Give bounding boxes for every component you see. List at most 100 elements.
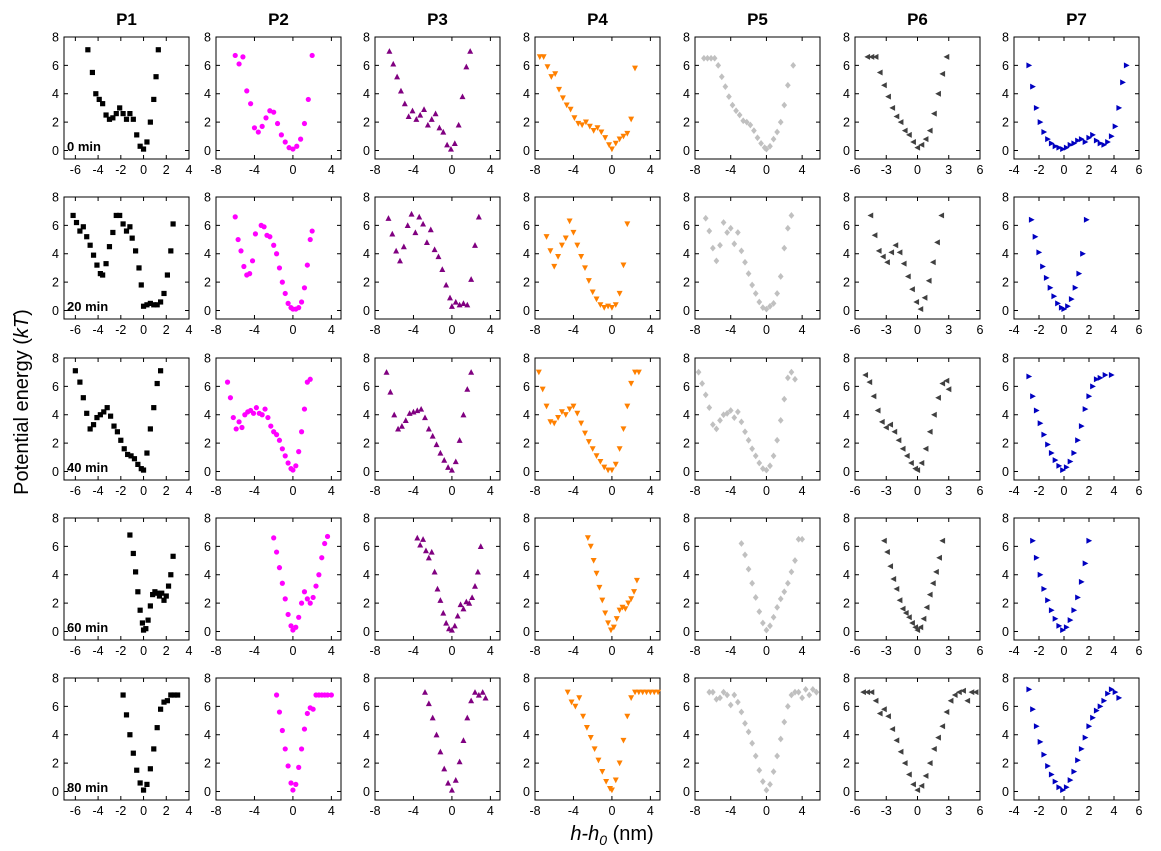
data-point xyxy=(742,551,748,559)
x-tick-label: -8 xyxy=(369,804,380,818)
data-point xyxy=(90,252,97,258)
x-tick-label: -6 xyxy=(849,163,860,177)
data-point xyxy=(567,106,574,113)
data-point xyxy=(144,450,150,456)
x-tick-label: -2 xyxy=(115,644,126,658)
data-point xyxy=(1030,706,1036,713)
data-point xyxy=(425,700,432,707)
data-point xyxy=(1076,270,1083,277)
x-tick-label: 0 xyxy=(763,644,770,658)
y-tick-label: 6 xyxy=(523,700,530,714)
data-point xyxy=(624,221,631,228)
x-tick-label: 2 xyxy=(163,644,170,658)
plot-frame xyxy=(215,677,342,801)
data-point xyxy=(279,727,285,734)
data-point xyxy=(624,713,631,720)
data-point xyxy=(467,48,474,54)
y-tick-label: 4 xyxy=(523,728,530,742)
y-tick-label: 0 xyxy=(363,465,370,479)
data-point xyxy=(90,422,97,428)
data-point xyxy=(763,145,770,153)
x-tick-label: -4 xyxy=(408,484,419,498)
data-point xyxy=(472,242,478,248)
x-tick-label: -4 xyxy=(93,163,104,177)
data-point xyxy=(1078,578,1085,585)
data-point xyxy=(612,777,619,784)
data-point xyxy=(968,689,975,696)
y-tick-label: 6 xyxy=(363,219,370,233)
data-point xyxy=(123,712,130,718)
data-point xyxy=(77,228,83,234)
column-title-p7: P7 xyxy=(1066,10,1087,29)
data-point xyxy=(890,576,897,582)
x-tick-label: 4 xyxy=(487,484,494,498)
data-point xyxy=(563,102,570,109)
x-tick-label: 4 xyxy=(186,484,193,498)
plot-frame xyxy=(1013,357,1140,481)
data-point xyxy=(385,215,392,221)
data-point xyxy=(120,111,126,117)
data-point xyxy=(422,547,429,554)
data-point xyxy=(594,125,601,131)
y-tick-label: 2 xyxy=(204,437,211,451)
y-tick-label: 8 xyxy=(1002,191,1009,205)
y-tick-label: 6 xyxy=(523,380,530,394)
data-point xyxy=(918,782,925,789)
data-point xyxy=(616,290,623,297)
data-point xyxy=(1030,537,1036,544)
y-tick-label: 0 xyxy=(683,625,690,639)
data-point xyxy=(562,235,569,242)
data-point xyxy=(322,540,328,547)
x-tick-label: 0 xyxy=(763,804,770,818)
data-point xyxy=(448,626,455,633)
data-point xyxy=(1108,372,1115,379)
data-point xyxy=(943,53,950,60)
y-tick-label: 0 xyxy=(52,304,59,318)
data-point xyxy=(930,259,936,266)
data-point xyxy=(1071,768,1078,775)
data-point xyxy=(774,290,781,297)
x-tick-label: -3 xyxy=(881,323,892,337)
data-point xyxy=(130,550,136,557)
data-point xyxy=(170,221,176,227)
y-tick-label: 2 xyxy=(52,597,59,611)
data-point xyxy=(715,61,722,69)
data-point xyxy=(795,535,802,543)
data-point xyxy=(597,458,604,465)
data-point xyxy=(922,136,929,143)
data-point xyxy=(731,240,738,248)
data-point xyxy=(738,708,745,716)
y-tick-label: 8 xyxy=(523,191,530,205)
x-tick-label: -4 xyxy=(93,804,104,818)
x-tick-label: 0 xyxy=(140,484,147,498)
data-point xyxy=(475,691,482,698)
data-point xyxy=(547,248,554,255)
data-point xyxy=(1045,597,1051,604)
data-point xyxy=(608,146,615,153)
plot-frame xyxy=(1013,196,1140,320)
data-point xyxy=(568,699,575,706)
data-point xyxy=(103,112,109,118)
data-point xyxy=(536,54,543,60)
x-tick-label: 0 xyxy=(448,163,455,177)
data-point xyxy=(276,565,283,571)
y-tick-label: 2 xyxy=(683,437,690,451)
data-point xyxy=(134,767,140,773)
x-tick-label: -4 xyxy=(249,804,260,818)
data-point xyxy=(548,74,555,80)
data-point xyxy=(455,121,462,128)
data-point xyxy=(734,408,741,416)
data-point xyxy=(230,414,236,421)
data-point xyxy=(889,104,896,111)
data-point xyxy=(864,53,871,60)
x-tick-label: 3 xyxy=(945,644,952,658)
data-point xyxy=(273,549,280,555)
data-point xyxy=(145,617,151,623)
x-tick-label: 0 xyxy=(914,804,921,818)
data-point xyxy=(1055,300,1061,307)
y-tick-label: 8 xyxy=(204,672,211,686)
data-point xyxy=(103,261,109,267)
panel-p7-row-4: 0 2 4 6 8 -4 -2 0 2 4 6 xyxy=(1002,512,1142,659)
panel-p1-row-1: 0 2 4 6 8 -6 -4 -2 0 2 4 0 min xyxy=(52,31,192,178)
data-point xyxy=(298,746,305,752)
